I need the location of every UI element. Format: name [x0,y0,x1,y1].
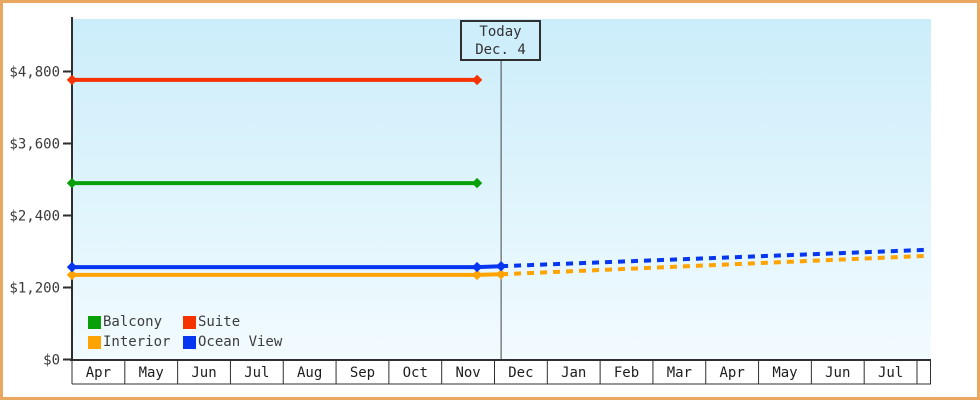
series-projection-interior [501,253,930,277]
month-label: Mar [667,365,692,381]
month-label: Oct [403,365,428,381]
data-point-marker-interior [471,269,483,281]
data-point-marker-balcony [471,177,483,189]
month-axis-row [72,360,931,384]
month-label: Aug [297,365,322,381]
data-point-marker-ocean-view [495,261,507,272]
month-label: Jul [878,365,903,381]
month-label: Nov [455,365,480,381]
legend-item-suite: Suite [183,314,282,330]
suite-swatch-icon [183,315,196,329]
legend-label: Balcony [103,314,163,330]
today-annotation-line1: Today [479,24,522,40]
month-label: Jul [244,365,269,381]
month-label: Apr [720,365,745,381]
today-annotation: Today Dec. 4 [460,20,541,61]
data-point-marker-interior [66,269,78,281]
data-point-marker-ocean-view [471,261,483,273]
legend-label: Interior [103,334,171,350]
data-point-marker-ocean-view [66,261,78,273]
y-axis-tick-label: $1,200 [9,281,60,297]
legend-item-interior: Interior [88,334,183,350]
legend-item-balcony: Balcony [88,314,183,330]
data-point-marker-balcony [66,177,78,189]
month-label: Jan [561,365,586,381]
legend-label: Ocean View [198,334,283,350]
legend-label: Suite [198,314,241,330]
legend-item-ocean-view: Ocean View [183,334,282,350]
month-label: Apr [86,365,111,381]
balcony-swatch-icon [88,315,101,329]
month-label: Feb [614,365,639,381]
interior-swatch-icon [88,335,101,349]
month-label: May [139,365,164,381]
month-label: Jun [825,365,850,381]
month-label: Sep [350,365,375,381]
data-point-marker-suite [66,74,78,86]
legend: Balcony Suite Interior Ocean View [88,312,282,352]
y-axis-tick-label: $4,800 [9,65,60,81]
month-label: Dec [508,365,533,381]
y-axis-tick-label: $2,400 [9,209,60,225]
y-axis-tick-label: $3,600 [9,137,60,153]
ocean-view-swatch-icon [183,335,196,349]
series-line-interior [72,272,502,277]
month-label: May [772,365,797,381]
month-label: Jun [191,365,216,381]
data-point-marker-suite [471,74,483,86]
y-axis-tick-label: $0 [43,353,60,369]
series-line-ocean-view [72,264,502,270]
today-annotation-line2: Dec. 4 [475,42,526,58]
series-projection-ocean-view [501,247,930,269]
data-point-marker-interior [495,269,507,280]
